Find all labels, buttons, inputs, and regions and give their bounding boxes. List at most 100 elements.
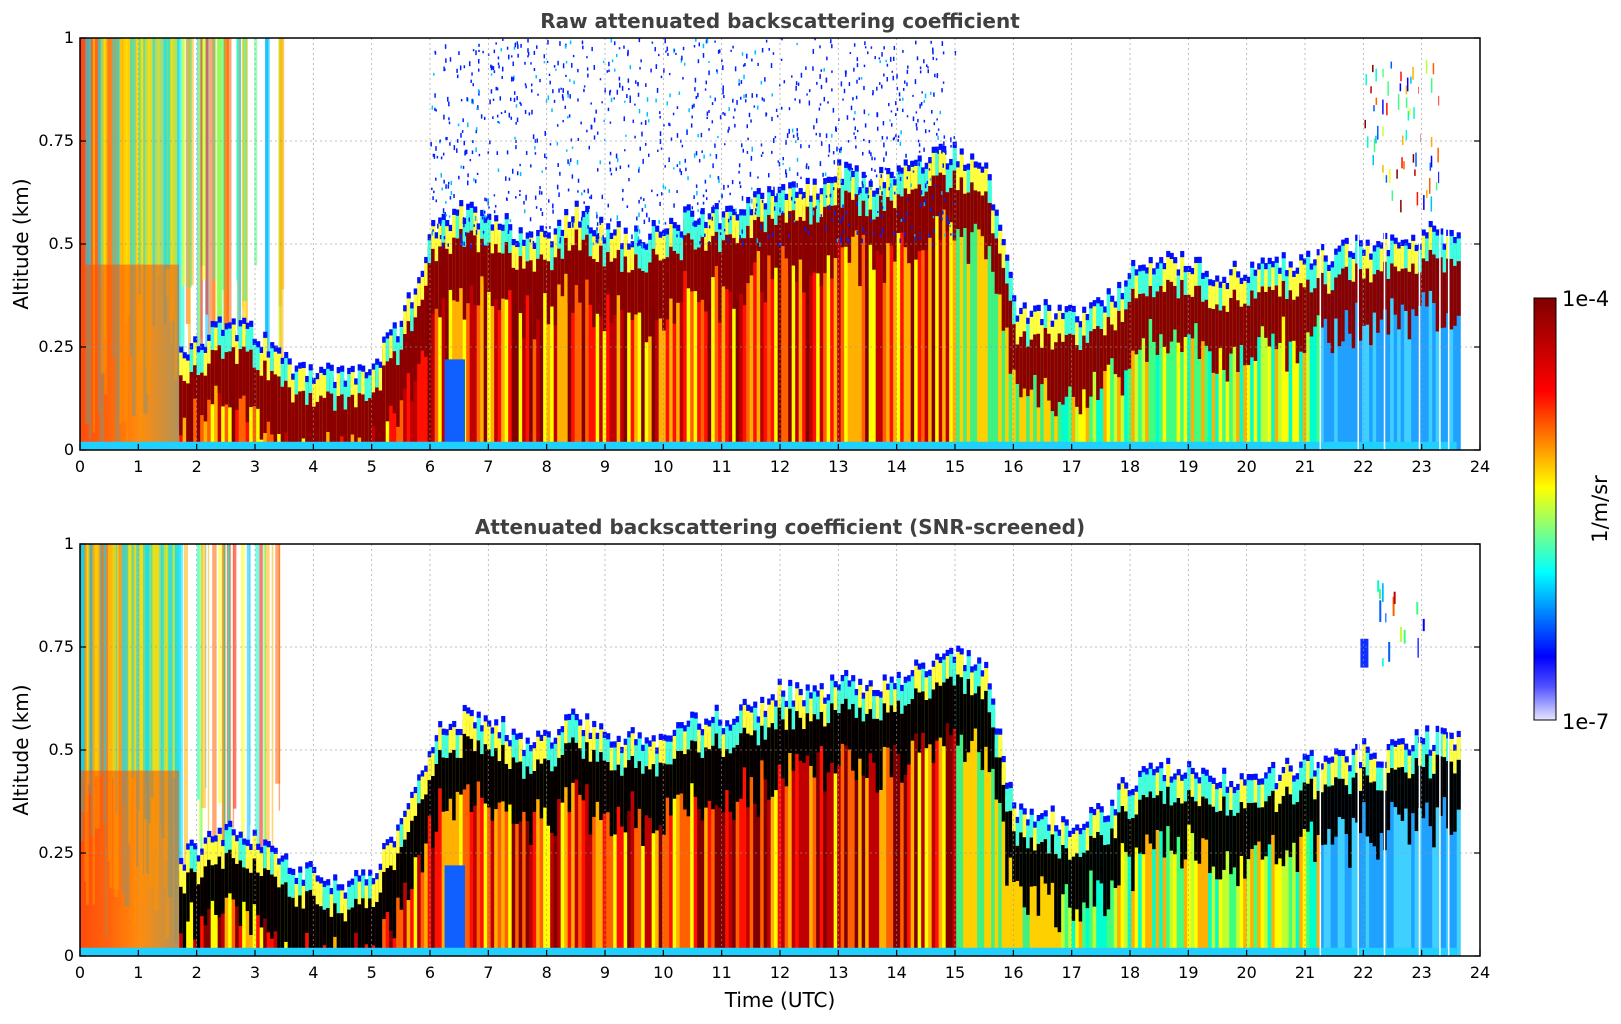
bl-column	[963, 177, 968, 450]
layer-edge	[193, 843, 198, 850]
noise-speckle	[812, 66, 814, 71]
bl-column	[1141, 778, 1146, 956]
noise-speckle	[595, 109, 597, 114]
layer-edge	[1148, 257, 1153, 264]
layer-core	[592, 258, 597, 328]
bl-column	[896, 684, 901, 956]
noise-speckle	[673, 167, 675, 170]
layer-rim	[1054, 317, 1059, 343]
bl-column	[655, 238, 660, 450]
layer-core	[1054, 342, 1059, 417]
layer-core	[473, 235, 478, 306]
layer-core	[1204, 798, 1209, 840]
signal-streak	[170, 38, 172, 346]
noise-speckle	[794, 201, 796, 204]
layer-core	[1306, 279, 1311, 333]
bl-column	[1103, 318, 1108, 450]
signal-streak	[171, 38, 175, 319]
layer-rim	[700, 212, 705, 237]
noise-speckle	[515, 122, 517, 125]
noise-speckle	[472, 83, 474, 87]
layer-edge	[1145, 267, 1150, 274]
bl-column	[1299, 266, 1304, 450]
noise-speckle	[611, 59, 614, 63]
layer-rim	[459, 733, 464, 758]
y-tick-label: 0.5	[49, 740, 74, 759]
bl-column	[1288, 273, 1293, 450]
layer-rim	[186, 358, 191, 384]
bl-column	[564, 726, 569, 956]
layer-rim	[781, 694, 786, 720]
noise-speckle	[619, 165, 622, 170]
layer-core	[760, 221, 765, 293]
noise-speckle	[718, 178, 720, 184]
noise-speckle	[509, 97, 512, 102]
layer-core	[1453, 265, 1458, 326]
noise-speckle	[913, 234, 916, 237]
layer-core	[214, 350, 219, 386]
noise-speckle	[800, 72, 803, 78]
layer-rim	[812, 182, 817, 208]
bl-column	[1271, 774, 1276, 956]
layer-rim	[1369, 257, 1374, 283]
layer-core	[1351, 281, 1356, 349]
layer-core	[322, 909, 327, 946]
layer-core	[1264, 291, 1269, 338]
bl-column	[1166, 263, 1171, 450]
layer-core	[1222, 796, 1227, 870]
layer-edge	[1187, 761, 1192, 768]
noise-speckle	[1430, 155, 1433, 168]
layer-rim	[728, 209, 733, 235]
noise-speckle	[490, 73, 493, 76]
layer-core	[431, 775, 436, 848]
bl-column	[581, 223, 586, 450]
layer-edge	[886, 168, 891, 175]
layer-rim	[634, 743, 639, 768]
layer-edge	[970, 666, 975, 673]
layer-rim	[1204, 773, 1209, 799]
layer-core	[336, 395, 341, 450]
layer-rim	[1005, 258, 1010, 284]
bl-column	[1379, 773, 1384, 956]
bl-column	[1134, 281, 1139, 450]
noise-speckle	[890, 110, 893, 113]
noise-speckle	[478, 153, 481, 157]
bl-column	[907, 177, 912, 450]
noise-speckle	[445, 58, 447, 63]
layer-core	[812, 714, 817, 778]
layer-edge	[424, 765, 429, 772]
noise-speckle	[449, 142, 451, 146]
layer-core	[669, 246, 674, 299]
noise-speckle	[580, 121, 582, 125]
bl-column	[945, 662, 950, 956]
bl-column	[945, 175, 950, 450]
bl-column	[658, 746, 663, 956]
noise-speckle	[493, 49, 496, 54]
noise-speckle	[664, 228, 666, 232]
noise-speckle	[448, 117, 450, 121]
layer-edge	[1372, 752, 1377, 759]
layer-core	[595, 261, 600, 314]
layer-edge	[1442, 243, 1447, 250]
noise-speckle	[539, 78, 541, 83]
layer-rim	[931, 664, 936, 690]
layer-core	[721, 756, 726, 813]
noise-speckle	[1400, 199, 1402, 213]
noise-speckle	[792, 134, 795, 138]
layer-rim	[508, 228, 513, 253]
layer-edge	[1162, 774, 1167, 782]
layer-core	[938, 685, 943, 738]
layer-rim	[620, 751, 625, 776]
noise-speckle	[675, 224, 678, 228]
layer-core	[662, 763, 667, 835]
bl-column	[1029, 821, 1034, 956]
x-tick-label: 10	[653, 457, 673, 476]
noise-speckle	[916, 126, 918, 131]
layer-rim	[585, 717, 590, 743]
noise-speckle	[927, 66, 929, 69]
layer-edge	[182, 864, 187, 871]
layer-rim	[560, 233, 565, 259]
bl-column	[1253, 786, 1258, 956]
noise-speckle	[544, 130, 546, 136]
layer-core	[907, 193, 912, 264]
